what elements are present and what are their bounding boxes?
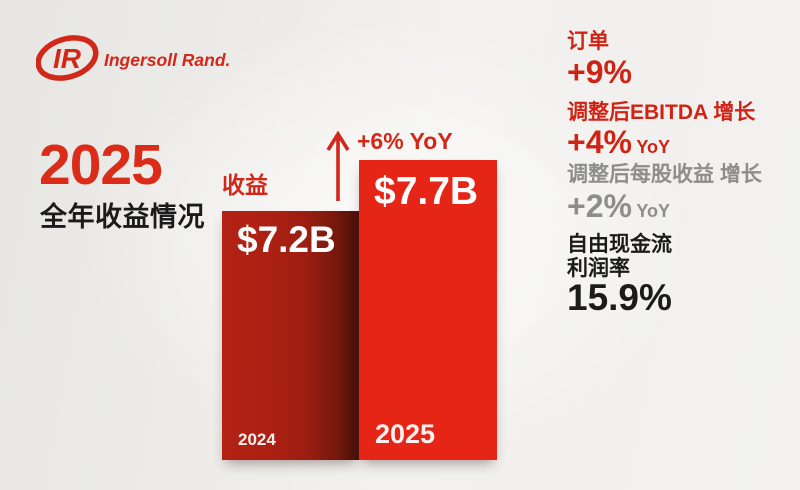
- stat-ebitda-value-suffix: YoY: [636, 137, 671, 157]
- stat-ebitda-value-number: +4%: [567, 124, 632, 160]
- stat-eps-value-suffix: YoY: [636, 201, 671, 221]
- bar-2025-category: 2025: [375, 419, 436, 449]
- stat-eps-value-number: +2%: [567, 188, 632, 224]
- yoy-growth-annotation: +6% YoY: [357, 128, 453, 154]
- ir-oval-icon: IR: [36, 35, 99, 81]
- stat-fcf-value-number: 15.9%: [567, 277, 672, 318]
- page-title-year: 2025: [39, 133, 163, 197]
- up-arrow-icon: [326, 130, 350, 201]
- bar-2025-value: $7.7B: [374, 170, 479, 213]
- stat-fcf-label-line2: 利润率: [567, 257, 630, 280]
- stat-eps-label: 调整后每股收益 增长: [567, 163, 762, 186]
- revenue-series-label: 收益: [222, 172, 268, 198]
- stat-ebitda-value: +4% YoY: [567, 124, 670, 161]
- bar-2025: $7.7B 2025: [359, 160, 497, 460]
- stat-orders-label: 订单: [567, 30, 609, 53]
- stat-fcf-value: 15.9%: [567, 277, 672, 320]
- bar-2024-category: 2024: [238, 430, 276, 449]
- bar-2024: $7.2B 2024: [222, 211, 359, 460]
- ingersoll-rand-logo: IR Ingersoll Rand.: [36, 35, 230, 81]
- stat-fcf-label-line1: 自由现金流: [567, 233, 672, 256]
- stat-eps-value: +2% YoY: [567, 188, 670, 225]
- stat-orders-value: +9%: [567, 54, 632, 91]
- stat-orders-value-number: +9%: [567, 54, 632, 90]
- page-title-subtitle: 全年收益情况: [40, 202, 205, 232]
- bar-2024-value: $7.2B: [237, 219, 336, 260]
- logo-monogram: IR: [53, 43, 82, 74]
- logo-wordmark: Ingersoll Rand.: [104, 50, 230, 70]
- stat-ebitda-label: 调整后EBITDA 增长: [567, 101, 756, 124]
